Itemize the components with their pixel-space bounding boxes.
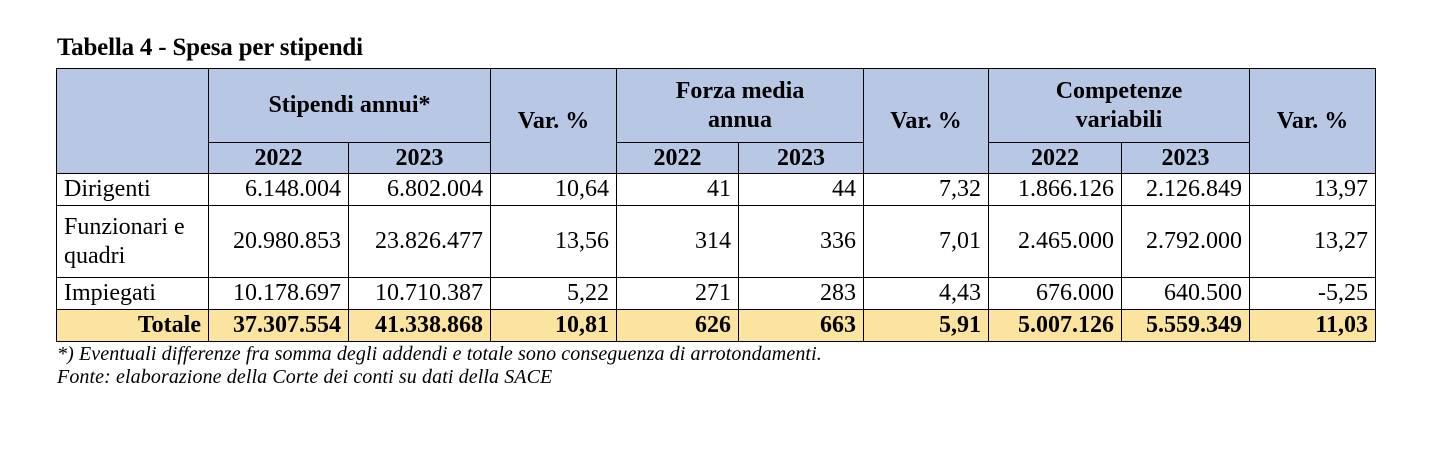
cell: 283 (738, 277, 864, 310)
cell: 4,43 (863, 277, 989, 310)
cell: 2.126.849 (1121, 173, 1250, 206)
table-row: Dirigenti 6.148.004 6.802.004 10,64 41 4… (56, 173, 1376, 206)
year-header: 2023 (738, 142, 864, 174)
salary-table: Stipendi annui* Var. % Forza media annua… (56, 68, 1376, 342)
header-var-3: Var. % (1249, 68, 1376, 174)
cell: 44 (738, 173, 864, 206)
cell: 7,01 (863, 205, 989, 278)
cell: 2.465.000 (988, 205, 1122, 278)
cell: 13,56 (490, 205, 617, 278)
header-var-1: Var. % (490, 68, 617, 174)
year-header: 2022 (208, 142, 349, 174)
row-label: Impiegati (56, 277, 209, 310)
cell: 7,32 (863, 173, 989, 206)
total-cell: 37.307.554 (208, 309, 349, 342)
total-cell: 11,03 (1249, 309, 1376, 342)
cell: 6.802.004 (348, 173, 491, 206)
year-header: 2022 (616, 142, 739, 174)
cell: 640.500 (1121, 277, 1250, 310)
footnote-rounding: *) Eventuali differenze fra somma degli … (57, 343, 822, 365)
cell: 10,64 (490, 173, 617, 206)
table-row: Impiegati 10.178.697 10.710.387 5,22 271… (56, 277, 1376, 310)
table-row: Funzionari e quadri 20.980.853 23.826.47… (56, 205, 1376, 278)
year-header: 2023 (348, 142, 491, 174)
cell: 271 (616, 277, 739, 310)
table-title: Tabella 4 - Spesa per stipendi (57, 34, 363, 61)
total-cell: 5,91 (863, 309, 989, 342)
total-cell: 5.559.349 (1121, 309, 1250, 342)
total-cell: 626 (616, 309, 739, 342)
cell: 10.710.387 (348, 277, 491, 310)
row-label-text: Funzionari e quadri (64, 213, 185, 269)
footnote-source: Fonte: elaborazione della Corte dei cont… (57, 366, 553, 388)
cell: 10.178.697 (208, 277, 349, 310)
cell: 5,22 (490, 277, 617, 310)
total-cell: 10,81 (490, 309, 617, 342)
total-cell: 41.338.868 (348, 309, 491, 342)
header-stipendi-annui: Stipendi annui* (208, 68, 491, 143)
cell: 314 (616, 205, 739, 278)
year-header: 2023 (1121, 142, 1250, 174)
total-row: Totale 37.307.554 41.338.868 10,81 626 6… (56, 309, 1376, 342)
cell: 13,97 (1249, 173, 1376, 206)
total-cell: 5.007.126 (988, 309, 1122, 342)
cell: 2.792.000 (1121, 205, 1250, 278)
cell: 676.000 (988, 277, 1122, 310)
cell: 20.980.853 (208, 205, 349, 278)
header-blank-cell (56, 68, 209, 174)
cell: 41 (616, 173, 739, 206)
cell: 1.866.126 (988, 173, 1122, 206)
total-label: Totale (56, 309, 209, 342)
row-label: Funzionari e quadri (56, 205, 209, 278)
cell: 23.826.477 (348, 205, 491, 278)
cell: 13,27 (1249, 205, 1376, 278)
cell: 336 (738, 205, 864, 278)
cell: -5,25 (1249, 277, 1376, 310)
header-forza-media-text: Forza media annua (675, 77, 805, 133)
year-header: 2022 (988, 142, 1122, 174)
total-cell: 663 (738, 309, 864, 342)
row-label: Dirigenti (56, 173, 209, 206)
header-forza-media: Forza media annua (616, 68, 864, 143)
cell: 6.148.004 (208, 173, 349, 206)
header-var-2: Var. % (863, 68, 989, 174)
header-competenze-text: Competenze variabili (1055, 77, 1183, 133)
header-competenze-variabili: Competenze variabili (988, 68, 1250, 143)
